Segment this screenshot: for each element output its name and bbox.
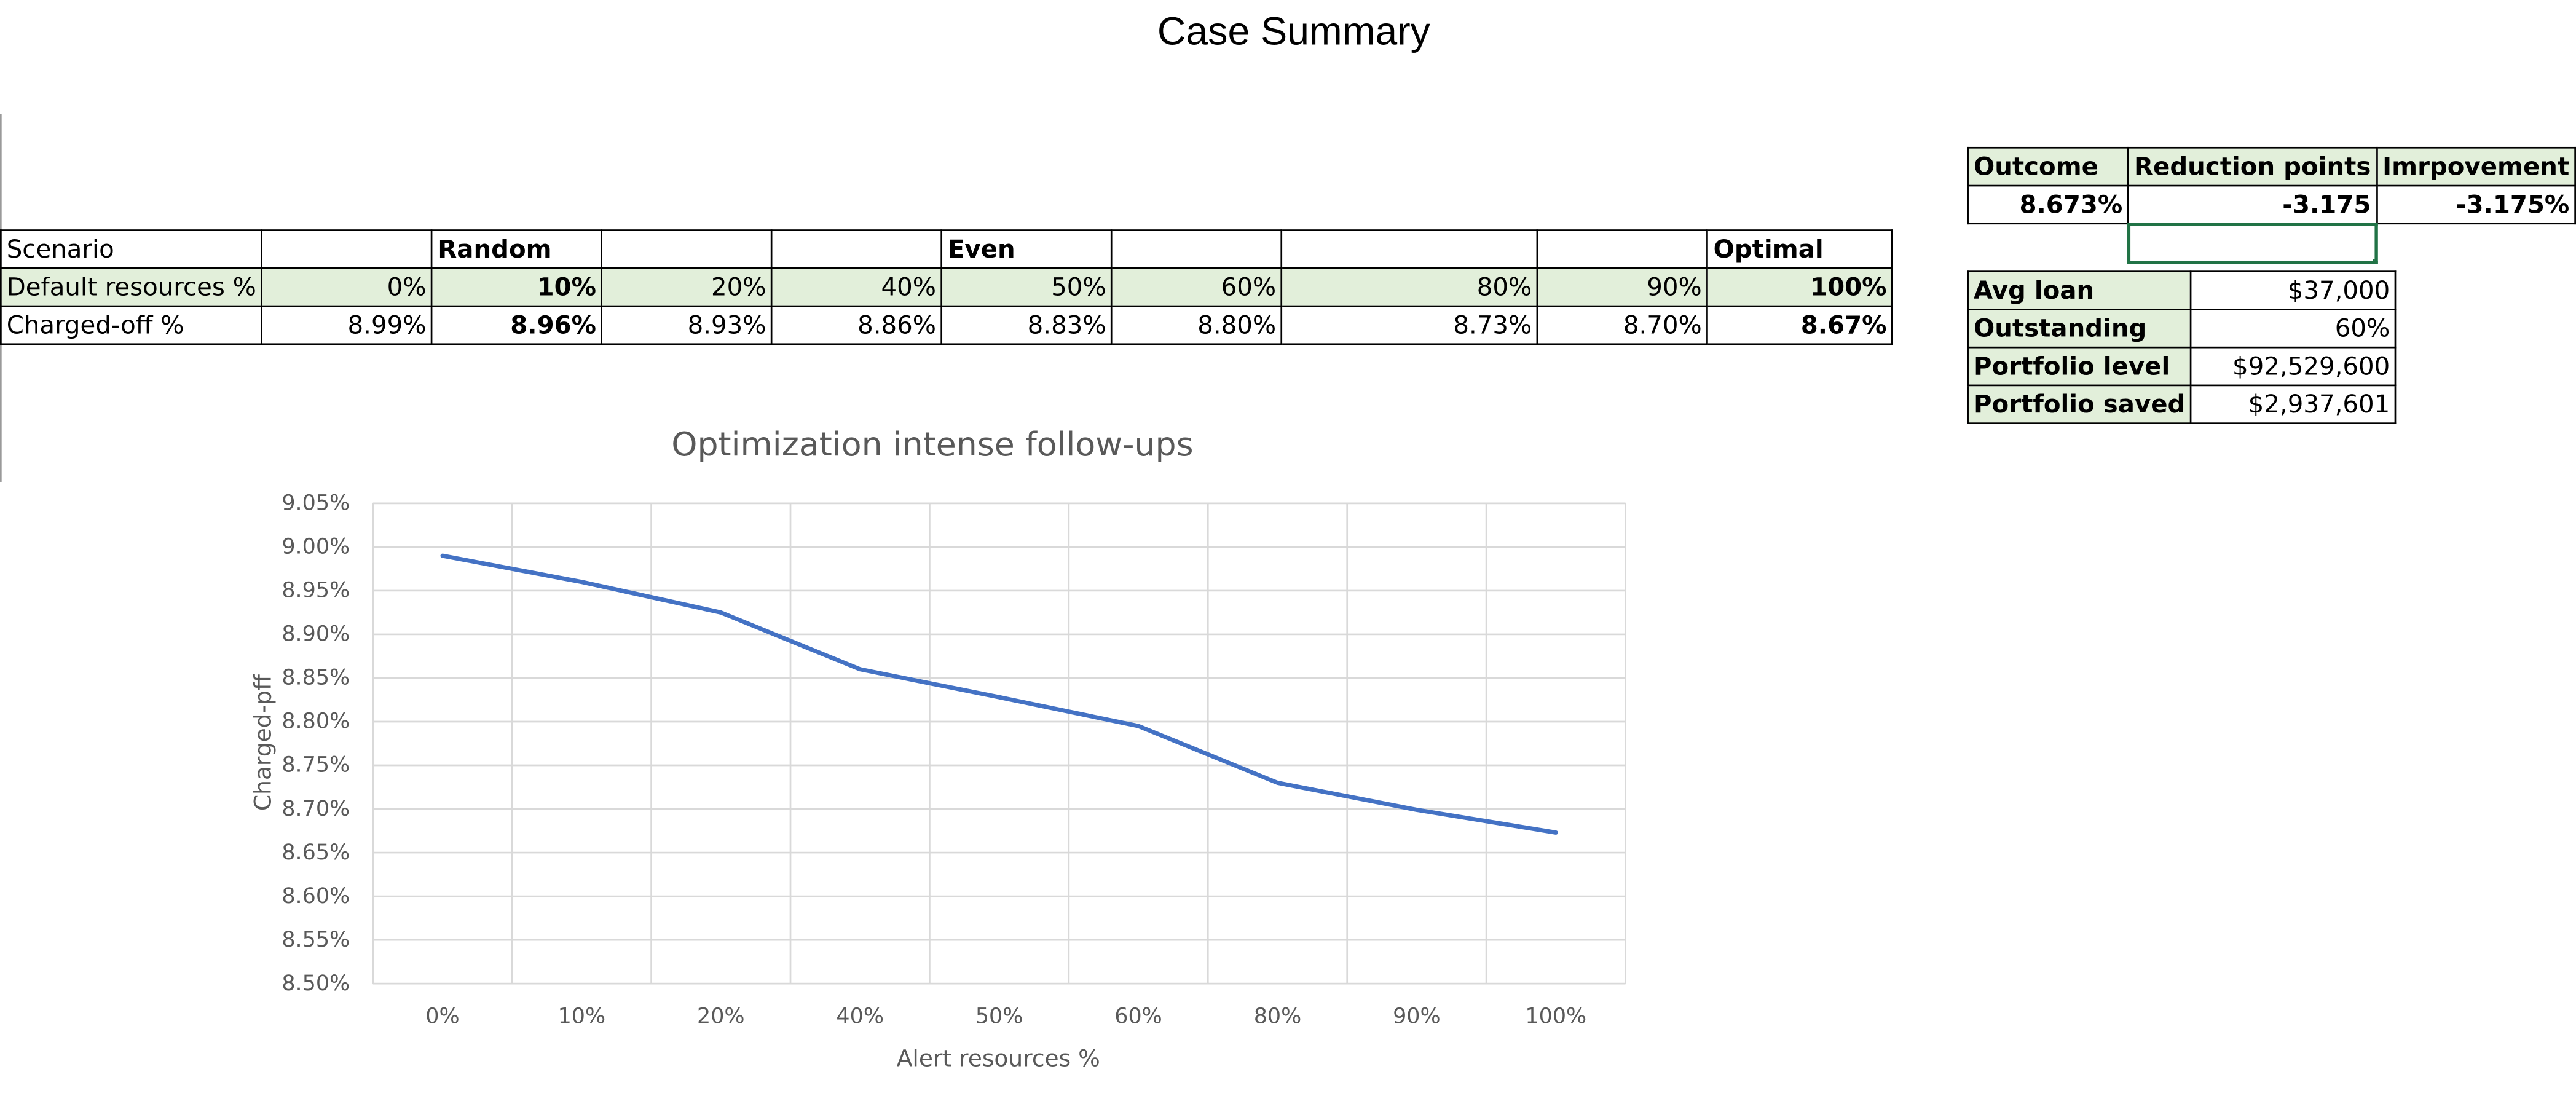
cell-optimal[interactable]: Optimal bbox=[1706, 229, 1894, 269]
y-axis-ticks: 8.50% 8.55% 8.60% 8.65% 8.70% 8.75% 8.80% 8.85%… bbox=[282, 491, 350, 996]
cell[interactable]: 60% bbox=[1111, 267, 1283, 307]
line-chart[interactable]: Optimization intense follow-ups 8.50% 8.5… bbox=[231, 412, 1716, 1089]
empty-cell[interactable] bbox=[1968, 224, 2129, 262]
cell[interactable]: 8.70% bbox=[1537, 305, 1709, 345]
cell[interactable] bbox=[1537, 229, 1709, 269]
cell[interactable]: 80% bbox=[1281, 267, 1539, 307]
portfolio-saved-label[interactable]: Portfolio saved bbox=[1967, 384, 2192, 424]
x-tick-label: 90% bbox=[1393, 1004, 1441, 1029]
y-tick-label: 8.60% bbox=[282, 884, 350, 909]
selected-cell[interactable] bbox=[2126, 222, 2379, 264]
y-tick-label: 9.00% bbox=[282, 535, 350, 559]
cell[interactable] bbox=[771, 229, 943, 269]
x-tick-label: 40% bbox=[836, 1004, 884, 1029]
outcome-value-row: 8.673% -3.175 -3.175% bbox=[1967, 184, 2576, 225]
cell[interactable]: 0% bbox=[261, 267, 433, 307]
cell[interactable] bbox=[601, 229, 773, 269]
cell[interactable]: 10% bbox=[431, 267, 603, 307]
outcome-table: Outcome Reduction points Imrpovement 8.6… bbox=[1967, 146, 2576, 264]
y-tick-label: 8.80% bbox=[282, 709, 350, 734]
cell[interactable]: 8.96% bbox=[431, 305, 603, 345]
reduction-points-header[interactable]: Reduction points bbox=[2127, 146, 2378, 187]
cell[interactable]: 50% bbox=[941, 267, 1113, 307]
x-tick-label: 10% bbox=[558, 1004, 606, 1029]
cell-even[interactable]: Even bbox=[941, 229, 1113, 269]
improvement-header[interactable]: Imrpovement bbox=[2376, 146, 2576, 187]
cell-charged-off-label[interactable]: Charged-off % bbox=[0, 305, 263, 345]
y-tick-label: 9.05% bbox=[282, 491, 350, 516]
x-tick-label: 0% bbox=[425, 1004, 459, 1029]
outcome-header-row: Outcome Reduction points Imrpovement bbox=[1967, 146, 2576, 187]
charged-off-row: Charged-off % 8.99% 8.96% 8.93% 8.86% 8.… bbox=[0, 305, 1894, 345]
improvement-value[interactable]: -3.175% bbox=[2376, 184, 2576, 225]
y-tick-label: 8.65% bbox=[282, 840, 350, 865]
portfolio-saved-value[interactable]: $2,937,601 bbox=[2190, 384, 2397, 424]
loan-row: Outstanding 60% bbox=[1967, 309, 2397, 349]
x-axis-ticks: 0% 10% 20% 40% 50% 60% 80% 90% 100% bbox=[425, 1004, 1586, 1029]
outstanding-label[interactable]: Outstanding bbox=[1967, 309, 2192, 349]
outcome-empty-row bbox=[1968, 222, 2575, 264]
chart-gridlines bbox=[372, 502, 1626, 985]
chart-title: Optimization intense follow-ups bbox=[671, 425, 1193, 463]
loan-row: Portfolio saved $2,937,601 bbox=[1967, 384, 2397, 424]
avg-loan-label[interactable]: Avg loan bbox=[1967, 270, 2192, 310]
y-axis-label: Charged-pff bbox=[249, 674, 276, 811]
reduction-points-value[interactable]: -3.175 bbox=[2127, 184, 2378, 225]
cell[interactable] bbox=[1111, 229, 1283, 269]
y-tick-label: 8.90% bbox=[282, 622, 350, 647]
portfolio-level-value[interactable]: $92,529,600 bbox=[2190, 346, 2397, 387]
portfolio-level-label[interactable]: Portfolio level bbox=[1967, 346, 2192, 387]
cell-default-resources-label[interactable]: Default resources % bbox=[0, 267, 263, 307]
x-tick-label: 60% bbox=[1114, 1004, 1162, 1029]
y-tick-label: 8.55% bbox=[282, 928, 350, 952]
cell[interactable]: 90% bbox=[1537, 267, 1709, 307]
cell[interactable]: 8.73% bbox=[1281, 305, 1539, 345]
empty-cell[interactable] bbox=[2377, 224, 2575, 262]
y-tick-label: 8.95% bbox=[282, 578, 350, 603]
cell[interactable]: 40% bbox=[771, 267, 943, 307]
x-tick-label: 20% bbox=[697, 1004, 745, 1029]
chart-series bbox=[440, 553, 1558, 835]
outcome-header[interactable]: Outcome bbox=[1967, 146, 2129, 187]
x-tick-label: 100% bbox=[1525, 1004, 1586, 1029]
cell-random[interactable]: Random bbox=[431, 229, 603, 269]
cell[interactable]: 100% bbox=[1706, 267, 1894, 307]
x-tick-label: 80% bbox=[1254, 1004, 1302, 1029]
cell[interactable]: 8.99% bbox=[261, 305, 433, 345]
avg-loan-value[interactable]: $37,000 bbox=[2190, 270, 2397, 310]
default-resources-row: Default resources % 0% 10% 20% 40% 50% 6… bbox=[0, 267, 1894, 307]
cell[interactable] bbox=[1281, 229, 1539, 269]
y-tick-label: 8.50% bbox=[282, 971, 350, 996]
scenario-row: Scenario Random Even Optimal bbox=[0, 229, 1894, 269]
chart-canvas: Optimization intense follow-ups 8.50%8.5… bbox=[249, 425, 1626, 1071]
y-tick-label: 8.70% bbox=[282, 797, 350, 821]
x-tick-label: 50% bbox=[975, 1004, 1023, 1029]
outcome-value[interactable]: 8.673% bbox=[1967, 184, 2129, 225]
cell[interactable]: 8.80% bbox=[1111, 305, 1283, 345]
x-axis-label: Alert resources % bbox=[897, 1044, 1100, 1071]
cell[interactable]: 20% bbox=[601, 267, 773, 307]
cell-scenario-label[interactable]: Scenario bbox=[0, 229, 263, 269]
cell[interactable] bbox=[261, 229, 433, 269]
scenario-table: Scenario Random Even Optimal Default res… bbox=[0, 229, 1894, 345]
cell[interactable]: 8.93% bbox=[601, 305, 773, 345]
y-tick-label: 8.75% bbox=[282, 753, 350, 778]
y-tick-label: 8.85% bbox=[282, 666, 350, 690]
sheet-title: Case Summary bbox=[1157, 10, 1430, 55]
cell[interactable]: 8.83% bbox=[941, 305, 1113, 345]
series-line[interactable] bbox=[440, 553, 1558, 835]
outstanding-value[interactable]: 60% bbox=[2190, 309, 2397, 349]
loan-row: Portfolio level $92,529,600 bbox=[1967, 346, 2397, 387]
loan-row: Avg loan $37,000 bbox=[1967, 270, 2397, 310]
loan-table: Avg loan $37,000 Outstanding 60% Portfol… bbox=[1967, 270, 2397, 424]
cell[interactable]: 8.86% bbox=[771, 305, 943, 345]
cell[interactable]: 8.67% bbox=[1706, 305, 1894, 345]
